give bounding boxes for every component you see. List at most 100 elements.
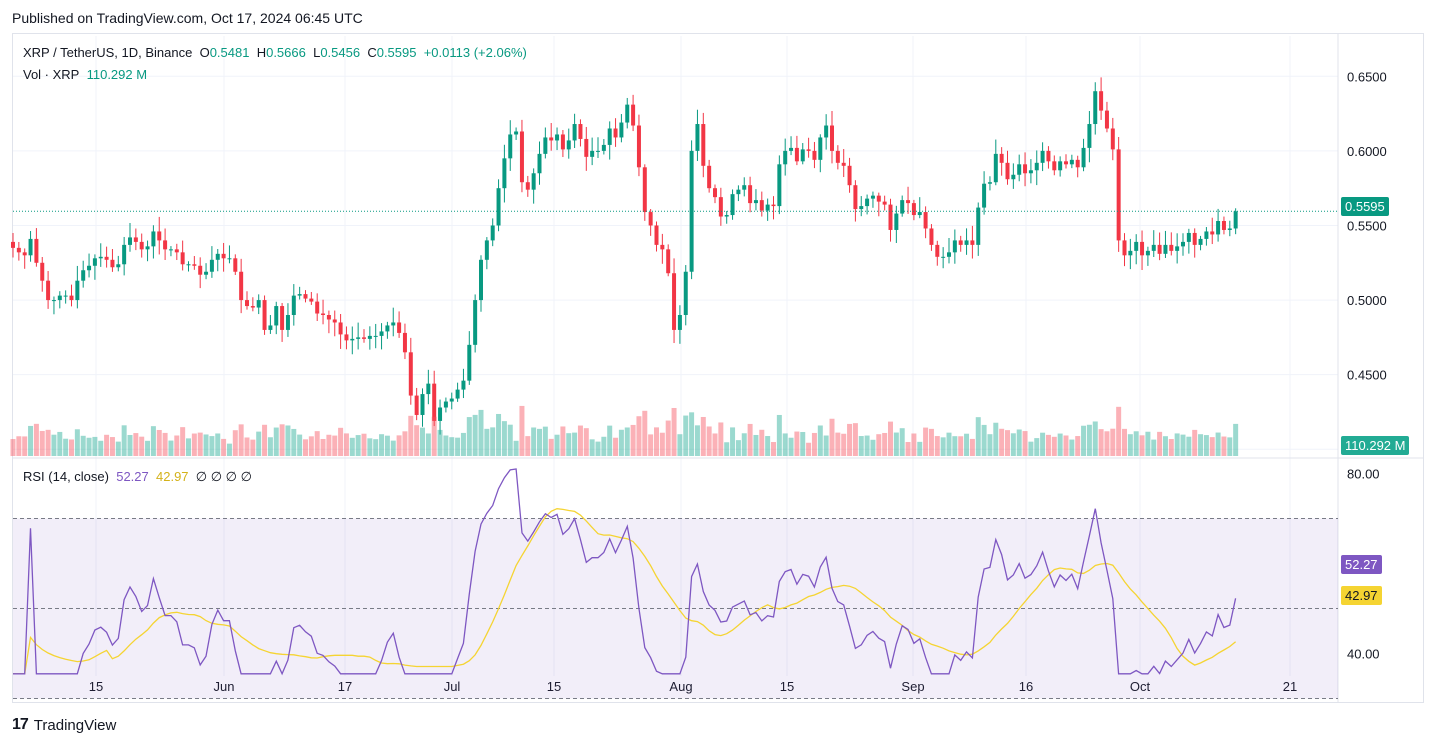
volume-bar xyxy=(1157,431,1163,456)
volume-bar xyxy=(1069,439,1075,456)
candle-body xyxy=(1216,221,1221,235)
candle-body xyxy=(771,204,776,207)
candle-body xyxy=(917,212,922,216)
volume-label[interactable]: Vol · XRP xyxy=(23,67,80,82)
candle-body xyxy=(239,271,244,301)
volume-bar xyxy=(987,434,993,456)
candle-body xyxy=(900,200,905,214)
candle-body xyxy=(408,352,413,396)
candle-body xyxy=(309,298,314,302)
volume-bar xyxy=(349,437,355,456)
candle-body xyxy=(677,315,682,330)
volume-bar xyxy=(1203,435,1209,456)
volume-bar xyxy=(1186,436,1192,456)
time-tick-label: Oct xyxy=(1130,679,1151,694)
volume-bar xyxy=(1028,441,1034,456)
volume-bar xyxy=(999,428,1005,456)
volume-bar xyxy=(683,415,689,456)
candle-body xyxy=(1069,159,1074,165)
candle-body xyxy=(22,252,27,256)
volume-bar xyxy=(513,440,519,456)
volume-bar xyxy=(1098,429,1104,456)
volume-bar xyxy=(484,428,490,456)
candle-body xyxy=(391,322,396,326)
volume-bar xyxy=(882,432,888,456)
volume-bar xyxy=(86,437,92,456)
volume-bar xyxy=(583,428,589,456)
candle-body xyxy=(1116,149,1121,241)
candle-body xyxy=(186,264,191,266)
volume-bar xyxy=(267,437,273,456)
price-badge: 0.5595 xyxy=(1341,197,1389,216)
candle-body xyxy=(461,380,466,390)
volume-bar xyxy=(765,436,771,456)
candle-body xyxy=(1017,164,1022,175)
volume-bar xyxy=(1168,439,1174,456)
candle-body xyxy=(841,162,846,166)
candle-body xyxy=(104,256,109,260)
volume-bar xyxy=(1051,436,1057,456)
volume-bar xyxy=(320,438,326,456)
volume-bar xyxy=(806,442,812,456)
volume-bar xyxy=(934,436,940,456)
candle-body xyxy=(958,240,963,245)
volume-bar xyxy=(554,434,560,456)
open-label: O xyxy=(199,45,210,60)
volume-bar xyxy=(788,437,794,456)
volume-bar xyxy=(841,433,847,456)
rsi-legend: RSI (14, close) 52.27 42.97 ∅ ∅ ∅ ∅ xyxy=(23,469,252,485)
price-tick-label: 0.6000 xyxy=(1347,144,1387,159)
candle-body xyxy=(274,306,279,326)
candle-body xyxy=(584,138,589,157)
volume-bar xyxy=(98,440,104,456)
candle-body xyxy=(116,264,121,268)
volume-bar xyxy=(607,425,613,456)
candle-body xyxy=(572,124,577,141)
volume-bar xyxy=(420,427,425,456)
candle-body xyxy=(906,200,911,204)
symbol-name[interactable]: XRP / TetherUS, 1D, Binance xyxy=(23,45,193,60)
volume-bar xyxy=(817,425,823,456)
candle-body xyxy=(1052,161,1057,171)
volume-bar xyxy=(396,435,402,456)
candle-body xyxy=(1134,241,1139,251)
candle-body xyxy=(812,150,817,160)
candle-body xyxy=(607,128,612,145)
candle-body xyxy=(426,383,431,395)
volume-bar xyxy=(811,432,817,456)
candle-body xyxy=(707,165,712,189)
price-tick-label: 0.5000 xyxy=(1347,293,1387,308)
candle-body xyxy=(1140,241,1145,256)
price-tick-label: 0.4500 xyxy=(1347,368,1387,383)
candle-body xyxy=(1122,240,1127,256)
candle-body xyxy=(777,164,782,207)
candle-body xyxy=(385,325,390,332)
candle-body xyxy=(1093,91,1098,125)
volume-bar xyxy=(80,435,86,456)
candle-body xyxy=(473,300,478,345)
volume-bar xyxy=(800,431,806,456)
candle-body xyxy=(683,271,688,316)
candle-body xyxy=(467,344,472,381)
volume-bar xyxy=(782,433,788,456)
candle-body xyxy=(660,244,665,250)
volume-bar xyxy=(92,436,98,456)
candle-body xyxy=(765,204,770,211)
volume-bar xyxy=(601,436,607,456)
candle-body xyxy=(1104,110,1109,129)
candle-body xyxy=(935,244,940,257)
volume-bar xyxy=(162,432,168,456)
candle-body xyxy=(245,300,249,307)
candle-body xyxy=(484,240,489,260)
time-tick-label: 15 xyxy=(780,679,794,694)
candle-body xyxy=(596,150,600,152)
volume-bar xyxy=(1092,421,1098,456)
candle-body xyxy=(291,295,296,316)
candle-body xyxy=(736,189,741,195)
candle-body xyxy=(730,194,735,216)
volume-bar xyxy=(121,425,127,456)
candle-body xyxy=(145,246,150,250)
candle-body xyxy=(642,167,647,213)
rsi-label[interactable]: RSI (14, close) xyxy=(23,469,109,484)
volume-bar xyxy=(63,438,69,456)
